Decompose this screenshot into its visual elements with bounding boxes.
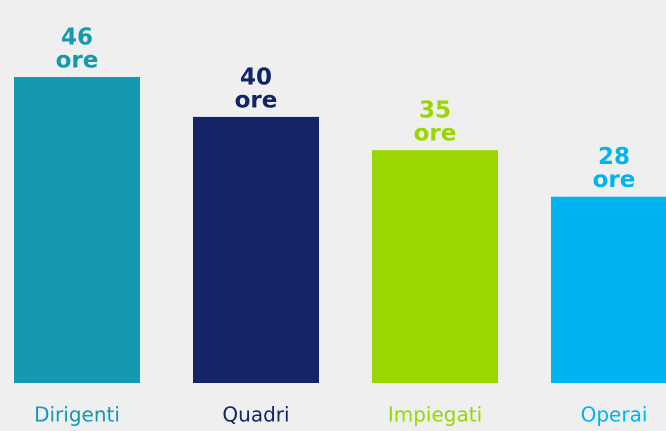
value-label: 46 [61, 25, 93, 51]
value-label: 35 [419, 98, 451, 124]
category-label: Dirigenti [34, 403, 120, 427]
bar [551, 196, 666, 383]
bar [372, 150, 498, 383]
bar [14, 77, 140, 383]
value-label: 28 [598, 144, 630, 170]
value-label: ore [414, 121, 457, 147]
value-label: ore [56, 48, 99, 74]
value-label: ore [235, 87, 278, 113]
category-label: Operai [581, 403, 648, 427]
category-label: Quadri [222, 403, 289, 427]
bar [193, 116, 319, 384]
category-label: Impiegati [388, 403, 482, 427]
value-label: ore [593, 167, 636, 193]
value-label: 40 [240, 64, 272, 90]
